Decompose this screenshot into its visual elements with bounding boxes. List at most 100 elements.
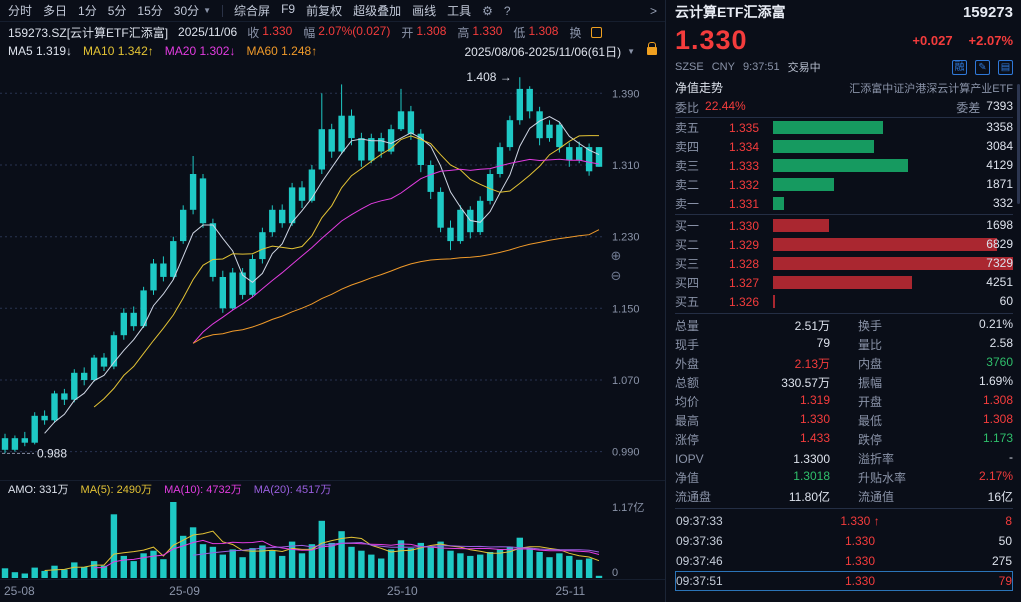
info-field-label: 开 — [401, 25, 414, 40]
svg-text:1.070: 1.070 — [612, 375, 640, 387]
period-dropdown-caret[interactable]: ▼ — [203, 6, 212, 15]
toolbar-tools: 综合屏 F9 前复权 超级叠加 画线 工具 — [234, 2, 471, 19]
weicha-label: 委差 — [956, 101, 981, 115]
stat-item: 量比 2.58 — [844, 336, 1013, 353]
panel-scrollbar[interactable] — [1017, 84, 1020, 204]
stat-label: 流通值 — [858, 490, 895, 504]
book-bar-area: 1698 — [773, 216, 1013, 235]
book-level-label: 买三 — [675, 257, 700, 271]
kline-icon[interactable]: ▤ — [998, 59, 1013, 75]
bid-row[interactable]: 买一 1.330 1698 — [675, 216, 1013, 235]
quote-header: 云计算ETF汇添富 159273 — [675, 0, 1013, 24]
toolbar-more-icon[interactable]: > — [649, 3, 657, 18]
vol-ma5-line — [44, 530, 600, 571]
stat-label: 净值 — [675, 471, 700, 485]
toolbar-period-3[interactable]: 5分 — [107, 4, 127, 18]
info-field-label: 幅 — [303, 25, 316, 40]
stat-value: 16亿 — [987, 490, 1013, 504]
ask-row[interactable]: 卖二 1.332 1871 — [675, 175, 1013, 194]
toolbar-periods: 分时 多日 1分 5分 15分 30分 — [8, 2, 199, 19]
stat-value: 2.58 — [989, 336, 1013, 350]
toolbar: 分时 多日 1分 5分 15分 30分 ▼ 综合屏 F9 前复权 超级叠加 画线 工具 ⚙ ? > — [0, 0, 665, 22]
stat-label: 量比 — [858, 338, 883, 352]
book-price: 1.330 — [728, 218, 759, 233]
tick-time: 09:37:46 — [676, 554, 723, 568]
tick-row-2[interactable]: 09:37:46 1.330 275 — [675, 551, 1013, 571]
ma5-line — [44, 116, 600, 434]
bid-row[interactable]: 买五 1.326 60 — [675, 292, 1013, 311]
toolbar-tool-4[interactable]: 画线 — [412, 4, 437, 18]
svg-text:1.150: 1.150 — [612, 303, 640, 315]
stat-item: 均价 1.319 — [675, 393, 844, 410]
toolbar-period-0[interactable]: 分时 — [8, 4, 33, 18]
margin-trading-badge[interactable]: 融 — [952, 59, 967, 75]
book-level-label: 卖三 — [675, 159, 700, 173]
ask-row[interactable]: 卖五 1.335 3358 — [675, 118, 1013, 137]
toolbar-tool-5[interactable]: 工具 — [447, 4, 472, 18]
ma-legend-item-0: MA5 1.319↓ — [8, 44, 73, 58]
book-price: 1.329 — [728, 237, 759, 252]
price-change-group: +0.027 +2.07% — [912, 33, 1013, 48]
settings-gear-icon[interactable]: ⚙ — [482, 3, 493, 18]
weibi-label: 委比 — [675, 101, 700, 115]
toolbar-tool-3[interactable]: 超级叠加 — [353, 4, 402, 18]
stat-value: 1.3018 — [793, 469, 830, 483]
toolbar-period-2[interactable]: 1分 — [78, 4, 97, 18]
info-field-5: 换 — [569, 24, 581, 41]
book-depth-bar — [773, 178, 835, 191]
stats-row-1: 现手 79 量比 2.58 — [675, 335, 1013, 354]
nav-trend-link[interactable]: 净值走势 — [675, 81, 724, 95]
info-field-label: 收 — [247, 25, 260, 40]
book-qty: 60 — [999, 294, 1013, 308]
ask-row[interactable]: 卖三 1.333 4129 — [675, 156, 1013, 175]
stat-item: 升贴水率 2.17% — [844, 469, 1013, 486]
toolbar-period-4[interactable]: 15分 — [137, 4, 163, 18]
date-range-selector[interactable]: 2025/08/06-2025/11/06(61日) — [464, 44, 622, 59]
ask-row[interactable]: 卖四 1.334 3084 — [675, 137, 1013, 156]
toolbar-period-5[interactable]: 30分 — [173, 4, 200, 18]
edit-icon[interactable]: ✎ — [975, 59, 990, 75]
bid-row[interactable]: 买三 1.328 7329 — [675, 254, 1013, 273]
volume-bars — [1, 502, 603, 578]
tick-row-0[interactable]: 09:37:33 1.330 ↑ 8 — [675, 511, 1013, 531]
book-bar-area: 3358 — [773, 118, 1013, 137]
turnover-flag-icon[interactable] — [591, 26, 603, 38]
tick-price: 1.330 — [844, 574, 876, 588]
stat-item: 最低 1.308 — [844, 412, 1013, 429]
tick-row-3[interactable]: 09:37:51 1.330 79 — [675, 571, 1013, 591]
toolbar-tool-0[interactable]: 综合屏 — [234, 4, 271, 18]
fund-nav-row: 净值走势 汇添富中证沪港深云计算产业ETF — [675, 77, 1013, 98]
stat-item: 现手 79 — [675, 336, 844, 353]
candlestick-chart[interactable]: 1.390 1.310 1.230 1.150 1.070 0.990 1.408 → 0.9… — [0, 60, 666, 480]
toolbar-tool-2[interactable]: 前复权 — [306, 4, 343, 18]
stat-value: 2.51万 — [794, 319, 830, 333]
currency-label: CNY — [711, 61, 735, 73]
info-field-value: 2.07%(0.027) — [318, 23, 391, 38]
volume-chart[interactable]: 1.17亿 0 — [0, 497, 666, 579]
info-field-label: 高 — [457, 25, 470, 40]
book-depth-bar — [773, 121, 883, 134]
toolbar-tool-1[interactable]: F9 — [281, 2, 296, 16]
low-annotation: 0.988 — [37, 446, 67, 460]
zoom-in-icon[interactable]: ⊕ — [610, 248, 622, 263]
book-price: 1.328 — [728, 256, 759, 271]
ma-legend-item-2: MA20 1.302↓ — [164, 44, 236, 58]
help-icon[interactable]: ? — [503, 3, 511, 18]
info-field-value: 1.308 — [528, 23, 559, 38]
bid-row[interactable]: 买四 1.327 4251 — [675, 273, 1013, 292]
book-level-label: 买四 — [675, 276, 700, 290]
bid-row[interactable]: 买二 1.329 6829 — [675, 235, 1013, 254]
stat-label: 现手 — [675, 338, 700, 352]
tick-row-1[interactable]: 09:37:36 1.330 50 — [675, 531, 1013, 551]
info-field-1: 幅 2.07%(0.027) — [303, 24, 390, 41]
toolbar-period-1[interactable]: 多日 — [43, 4, 68, 18]
date-range-caret[interactable]: ▼ — [627, 46, 635, 56]
ma-legend: MA5 1.319↓ MA10 1.342↑ MA20 1.302↓ MA60 1.2… — [8, 44, 317, 58]
stat-value: 1.319 — [799, 393, 830, 407]
ask-row[interactable]: 卖一 1.331 332 — [675, 194, 1013, 213]
unlock-icon[interactable] — [647, 42, 657, 55]
stat-item: 最高 1.330 — [675, 412, 844, 429]
book-price: 1.333 — [728, 158, 759, 173]
zoom-out-icon[interactable]: ⊖ — [610, 268, 622, 283]
stat-label: 溢折率 — [858, 452, 895, 466]
